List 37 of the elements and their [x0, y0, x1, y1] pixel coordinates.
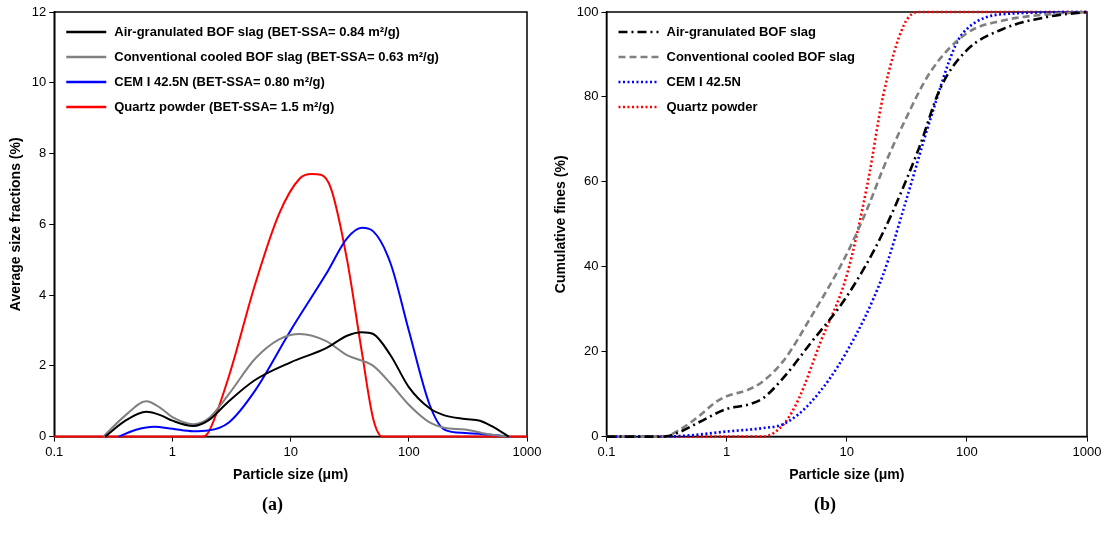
x-tick-label: 1 — [168, 443, 177, 459]
x-tick-label: 100 — [397, 443, 420, 459]
y-tick-label: 40 — [584, 258, 599, 274]
y-tick-label: 6 — [39, 215, 47, 231]
y-tick-label: 2 — [39, 357, 47, 373]
y-tick-label: 60 — [584, 173, 599, 189]
x-tick-label: 1 — [723, 443, 731, 459]
legend-label: Air-granulated BOF slag (BET-SSA= 0.84 m²/g) — [114, 23, 400, 39]
y-tick-label: 100 — [576, 3, 599, 19]
x-tick-label: 1000 — [512, 443, 542, 459]
text: (a) — [262, 494, 283, 515]
y-axis-title: Cumulative fines (%) — [552, 155, 569, 294]
legend-label: Quartz powder — [666, 98, 758, 114]
y-tick-label: 10 — [31, 74, 47, 90]
x-tick-label: 10 — [283, 443, 298, 459]
y-tick-label: 20 — [584, 343, 599, 359]
x-axis-title: Particle size (μm) — [789, 466, 905, 483]
legend-label: Conventional cooled BOF slag — [666, 48, 856, 64]
legend-label: Quartz powder (BET-SSA= 1.5 m²/g) — [114, 98, 335, 114]
y-tick-label: 0 — [591, 428, 599, 444]
text: (b) — [814, 494, 836, 515]
x-tick-label: 100 — [956, 443, 978, 459]
x-axis-title: Particle size (μm) — [233, 466, 349, 483]
y-tick-label: 0 — [39, 428, 47, 444]
legend-label: CEM I 42.5N — [666, 73, 741, 89]
x-tick-label: 1000 — [1072, 443, 1102, 459]
y-tick-label: 4 — [39, 286, 47, 302]
y-axis-title: Average size fractions (%) — [7, 137, 24, 312]
y-tick-label: 8 — [39, 145, 47, 161]
x-tick-label: 10 — [839, 443, 854, 459]
legend-label: Conventional cooled BOF slag (BET-SSA= 0.63 m²/g) — [114, 48, 439, 64]
x-tick-label: 0.1 — [45, 443, 64, 459]
y-tick-label: 12 — [31, 3, 47, 19]
y-tick-label: 80 — [584, 88, 599, 104]
legend-label: CEM I 42.5N (BET-SSA= 0.80 m²/g) — [114, 73, 325, 89]
x-tick-label: 0.1 — [597, 443, 616, 459]
legend-label: Air-granulated BOF slag — [666, 23, 817, 39]
